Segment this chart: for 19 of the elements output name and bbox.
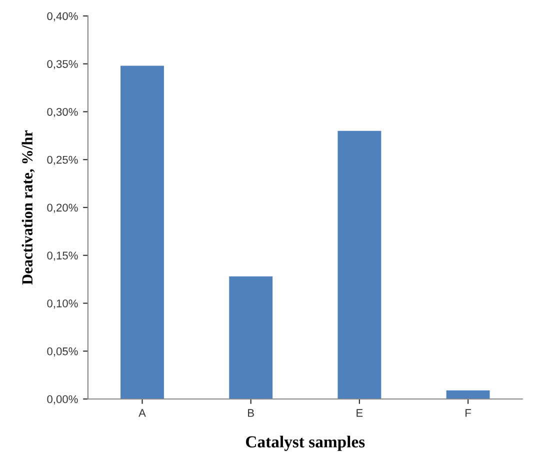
y-tick-label: 0,00% (47, 395, 78, 404)
y-tick-label: 0,30% (47, 108, 78, 118)
y-tick-label: 0,15% (47, 252, 78, 261)
bar (338, 130, 382, 399)
y-tick-label: 0,35% (47, 60, 78, 70)
bar (229, 276, 273, 399)
y-tick-label: 0,05% (47, 347, 78, 357)
y-tick-label: 0,20% (47, 204, 78, 213)
y-tick-label: 0,10% (47, 300, 78, 309)
x-tick-label: E (356, 409, 363, 417)
bar (120, 66, 164, 399)
y-axis-title: Deactivation rate, %/hr (22, 130, 35, 285)
y-tick-label: 0,25% (47, 156, 78, 166)
bar (446, 390, 490, 399)
x-tick-label: B (248, 409, 254, 417)
y-tick-label: 0,40% (47, 12, 78, 22)
x-tick-label: F (466, 409, 471, 417)
x-axis-title: Catalyst samples (246, 436, 365, 451)
x-tick-label: A (138, 409, 146, 417)
